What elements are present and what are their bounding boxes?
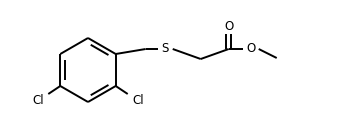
Text: O: O <box>224 21 233 34</box>
Text: Cl: Cl <box>32 94 44 107</box>
Text: Cl: Cl <box>132 94 143 107</box>
Text: S: S <box>161 43 169 55</box>
Text: O: O <box>246 43 255 55</box>
